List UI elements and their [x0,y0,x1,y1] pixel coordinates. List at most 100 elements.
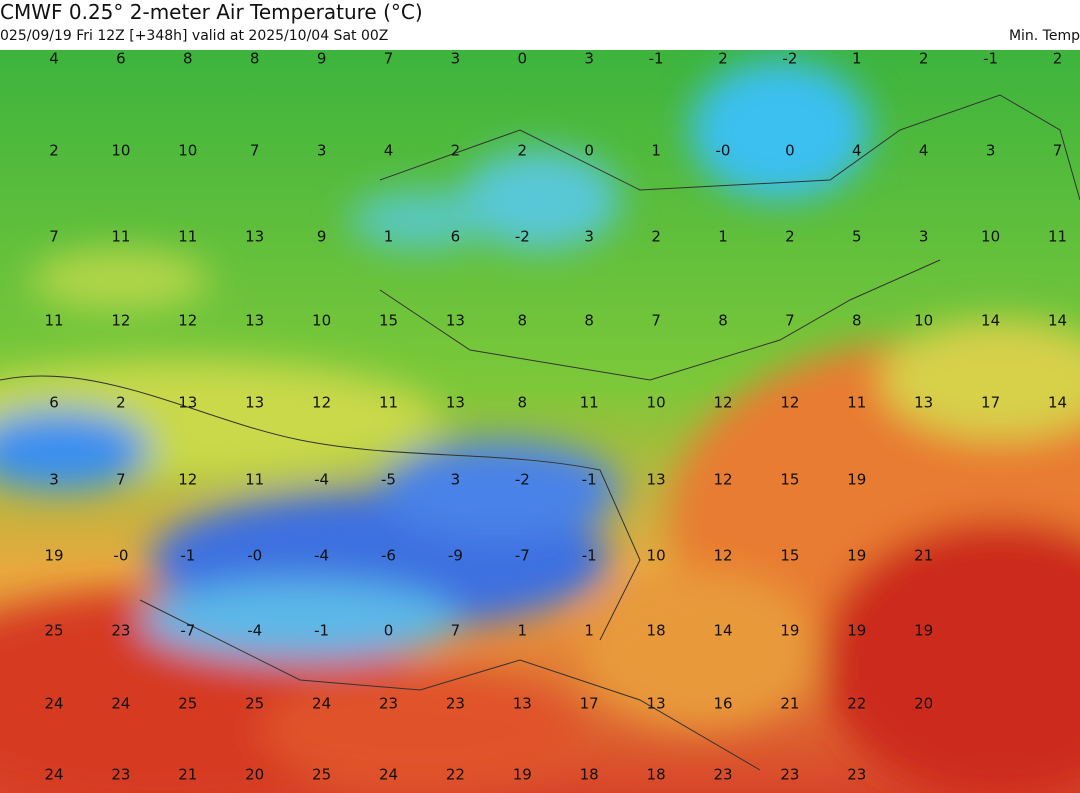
temperature-label: 19 [44,547,63,565]
temperature-label: 23 [713,766,732,784]
temperature-label: 20 [245,766,264,784]
temperature-label: -5 [381,471,396,489]
temperature-label: 8 [584,312,594,330]
temperature-label: 13 [446,394,465,412]
temperature-label: 11 [1048,228,1067,246]
temperature-label: 22 [446,766,465,784]
temperature-label: 13 [647,695,666,713]
temperature-label: 1 [852,50,862,68]
temperature-label: -0 [247,547,262,565]
temperature-label: 12 [713,394,732,412]
temperature-label: 7 [451,622,461,640]
title: CMWF 0.25° 2-meter Air Temperature (°C) [0,0,423,24]
temperature-label: 21 [780,695,799,713]
temperature-label: 3 [584,228,594,246]
temperature-label: 13 [245,394,264,412]
temperature-label: 21 [178,766,197,784]
temperature-label: 10 [647,547,666,565]
temperature-label: 23 [111,766,130,784]
temperature-label: 8 [852,312,862,330]
temperature-label: 13 [914,394,933,412]
temperature-label: 10 [111,142,130,160]
temperature-label: 13 [647,471,666,489]
temperature-label: 14 [1048,312,1067,330]
temperature-label: 13 [513,695,532,713]
temperature-label: 24 [312,695,331,713]
temperature-label: 9 [317,228,327,246]
temperature-label: 12 [178,471,197,489]
temperature-label: 8 [183,50,193,68]
temperature-label: 0 [518,50,528,68]
temperature-label: 17 [580,695,599,713]
temperature-label: 11 [379,394,398,412]
temperature-label: 23 [446,695,465,713]
temperature-label: 0 [785,142,795,160]
temperature-label: 18 [580,766,599,784]
temperature-label: -6 [381,547,396,565]
temperature-label: 11 [111,228,130,246]
temperature-label: 17 [981,394,1000,412]
temperature-label: 23 [847,766,866,784]
temperature-label: 4 [919,142,929,160]
temperature-label: 7 [384,50,394,68]
temperature-label: -1 [649,50,664,68]
temperature-label: 8 [518,394,528,412]
temperature-label: 8 [250,50,260,68]
temperature-label: 24 [111,695,130,713]
temperature-label: 13 [446,312,465,330]
temperature-label: 24 [44,766,63,784]
temperature-label: 19 [513,766,532,784]
temperature-label: 23 [780,766,799,784]
temperature-label: 2 [116,394,126,412]
temperature-label: 23 [379,695,398,713]
temperature-label: 3 [919,228,929,246]
temperature-label: 13 [245,228,264,246]
border [379,259,941,381]
temperature-label: 15 [379,312,398,330]
temperature-label: 3 [451,471,461,489]
temperature-label: 3 [49,471,59,489]
temperature-label: 6 [116,50,126,68]
temperature-label: -4 [314,547,329,565]
temperature-label: 12 [713,471,732,489]
subtitle: 025/09/19 Fri 12Z [+348h] valid at 2025/… [0,28,389,44]
temperature-label: 12 [780,394,799,412]
temperature-label: 7 [116,471,126,489]
temperature-label: 2 [785,228,795,246]
temperature-label: 2 [718,50,728,68]
temperature-label: 6 [451,228,461,246]
temperature-label: 10 [312,312,331,330]
temperature-label: 2 [1053,50,1063,68]
temperature-label: -2 [515,228,530,246]
temperature-label: 10 [178,142,197,160]
temperature-label: 19 [847,471,866,489]
border [379,94,1080,201]
temperature-label: 18 [647,622,666,640]
temperature-label: 1 [651,142,661,160]
temperature-label: 12 [312,394,331,412]
temperature-label: 6 [49,394,59,412]
temperature-label: 3 [317,142,327,160]
temperature-label: 3 [986,142,996,160]
temperature-label: 2 [49,142,59,160]
right-label: Min. Temp [1008,28,1080,44]
temperature-label: 3 [451,50,461,68]
temperature-label: 25 [44,622,63,640]
temperature-label: 24 [44,695,63,713]
temperature-label: 25 [178,695,197,713]
temperature-label: 10 [914,312,933,330]
temperature-label: 11 [580,394,599,412]
temperature-label: 12 [111,312,130,330]
temperature-label: -0 [716,142,731,160]
temperature-label: 0 [384,622,394,640]
temperature-label: -0 [113,547,128,565]
temperature-label: 4 [384,142,394,160]
temperature-label: 4 [852,142,862,160]
temperature-label: 11 [245,471,264,489]
temperature-label: 14 [981,312,1000,330]
temperature-label: 19 [847,547,866,565]
temperature-label: 23 [111,622,130,640]
temperature-label: 18 [647,766,666,784]
temperature-label: 15 [780,547,799,565]
temperature-label: 19 [780,622,799,640]
